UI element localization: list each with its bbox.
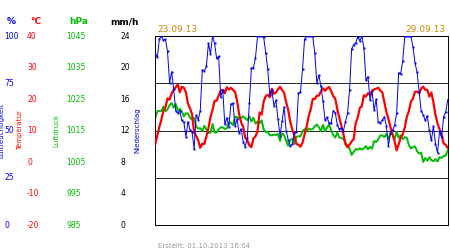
Text: Niederschlag: Niederschlag [134, 107, 140, 153]
Text: 16: 16 [121, 95, 130, 104]
Text: 4: 4 [121, 189, 126, 198]
Text: Erstellt: 01.10.2013 16:04: Erstellt: 01.10.2013 16:04 [158, 243, 250, 249]
Text: 1035: 1035 [67, 63, 86, 72]
Text: Luftfeuchtigkeit: Luftfeuchtigkeit [0, 102, 4, 158]
Text: %: % [6, 17, 15, 26]
Text: 0: 0 [27, 158, 32, 166]
Text: -10: -10 [27, 189, 40, 198]
Text: 20: 20 [27, 95, 36, 104]
Text: 10: 10 [27, 126, 36, 135]
Text: 23.09.13: 23.09.13 [158, 25, 198, 34]
Text: 1005: 1005 [67, 158, 86, 166]
Text: °C: °C [31, 17, 42, 26]
Text: 30: 30 [27, 63, 37, 72]
Text: 1025: 1025 [67, 95, 86, 104]
Text: mm/h: mm/h [110, 17, 139, 26]
Text: 24: 24 [121, 32, 130, 41]
Text: Luftdruck: Luftdruck [54, 114, 60, 146]
Text: 50: 50 [4, 126, 14, 135]
Text: 100: 100 [4, 32, 19, 41]
Text: 75: 75 [4, 79, 14, 88]
Text: 40: 40 [27, 32, 37, 41]
Text: 25: 25 [4, 173, 14, 182]
Text: 0: 0 [121, 220, 126, 230]
Text: -20: -20 [27, 220, 40, 230]
Text: 0: 0 [4, 220, 9, 230]
Text: 985: 985 [67, 220, 81, 230]
Text: 1015: 1015 [67, 126, 86, 135]
Text: 20: 20 [121, 63, 130, 72]
Text: Temperatur: Temperatur [17, 110, 23, 150]
Text: hPa: hPa [70, 17, 89, 26]
Text: 8: 8 [121, 158, 126, 166]
Text: 29.09.13: 29.09.13 [405, 25, 446, 34]
Text: 12: 12 [121, 126, 130, 135]
Text: 1045: 1045 [67, 32, 86, 41]
Text: 995: 995 [67, 189, 81, 198]
